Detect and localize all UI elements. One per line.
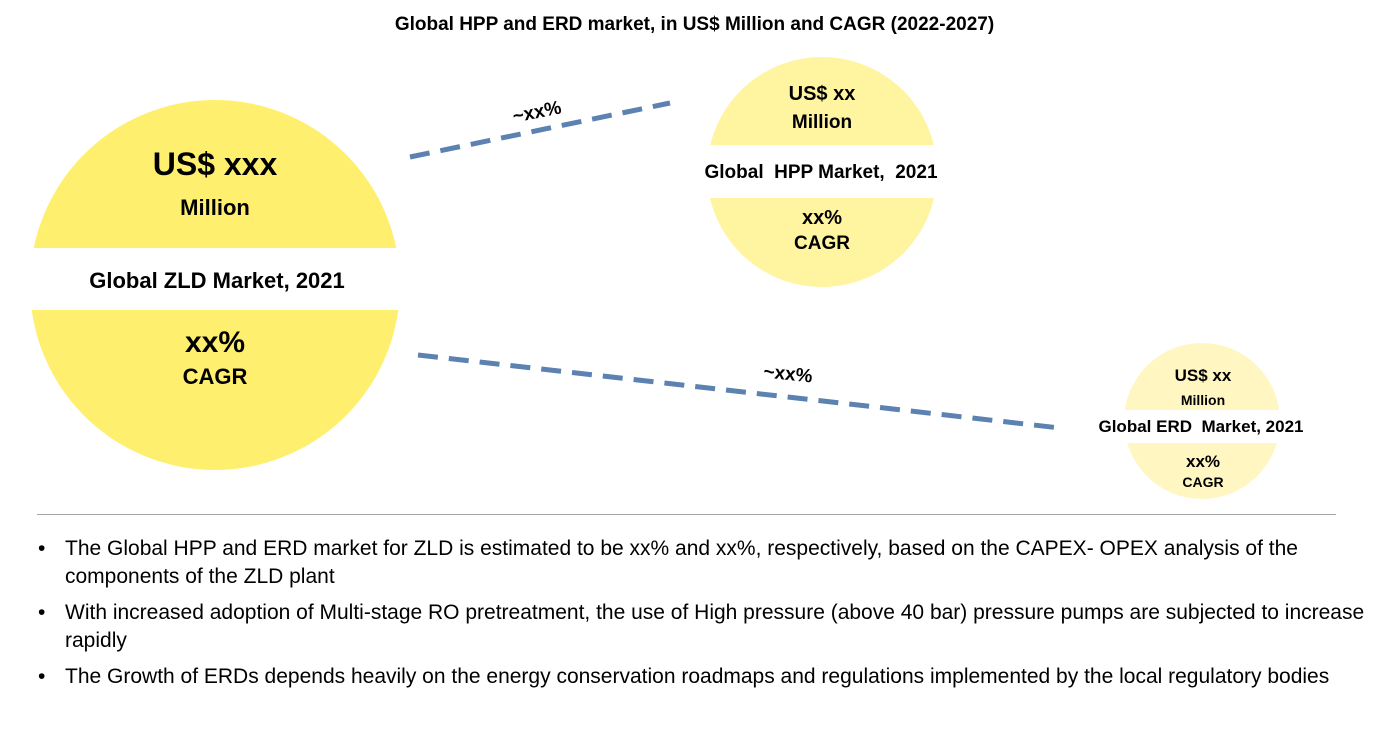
hpp-cagr-label: CAGR — [794, 233, 850, 254]
zld-market-circle: US$ xxx Million Global ZLD Market, 2021 … — [20, 100, 420, 470]
hpp-cagr: xx% — [802, 207, 842, 229]
diagram-title: Global HPP and ERD market, in US$ Millio… — [394, 14, 995, 35]
erd-unit: Million — [1181, 392, 1225, 408]
erd-label: Global ERD Market, 2021 — [1098, 417, 1303, 436]
hpp-connector-line — [409, 100, 671, 160]
divider — [37, 514, 1336, 515]
market-diagram: US$ xxx Million Global ZLD Market, 2021 … — [20, 57, 1320, 499]
bullet-item: The Global HPP and ERD market for ZLD is… — [38, 535, 1378, 591]
erd-connector-line — [417, 352, 1061, 431]
hpp-label: Global HPP Market, 2021 — [704, 162, 937, 183]
erd-share-label: ~xx% — [762, 361, 813, 387]
bullet-item: With increased adoption of Multi-stage R… — [38, 599, 1378, 655]
zld-unit: Million — [180, 195, 250, 220]
hpp-share-label: ~xx% — [511, 97, 563, 127]
hpp-label-band — [680, 145, 970, 198]
zld-label-band — [20, 248, 420, 310]
zld-value: US$ xxx — [153, 146, 278, 182]
zld-cagr: xx% — [185, 326, 245, 359]
erd-value: US$ xx — [1175, 366, 1232, 385]
erd-market-circle: US$ xx Million Global ERD Market, 2021 x… — [1080, 343, 1320, 499]
erd-cagr: xx% — [1186, 452, 1220, 471]
bullet-item: The Growth of ERDs depends heavily on th… — [38, 663, 1378, 691]
zld-cagr-label: CAGR — [183, 364, 248, 389]
hpp-value: US$ xx — [789, 83, 856, 105]
erd-cagr-label: CAGR — [1182, 474, 1223, 490]
zld-label: Global ZLD Market, 2021 — [89, 268, 345, 293]
erd-label-band — [1080, 410, 1320, 443]
hpp-market-circle: US$ xx Million Global HPP Market, 2021 x… — [680, 57, 970, 287]
bullet-list: The Global HPP and ERD market for ZLD is… — [38, 535, 1378, 699]
hpp-unit: Million — [792, 112, 852, 133]
